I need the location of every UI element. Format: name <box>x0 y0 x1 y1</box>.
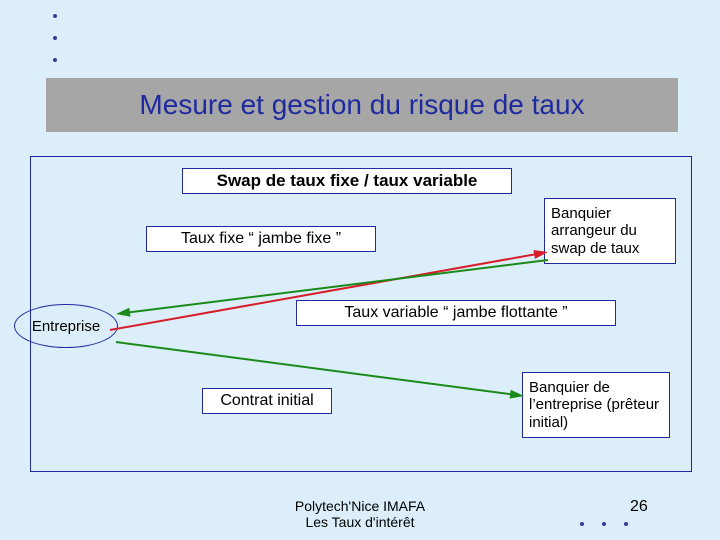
dot <box>580 522 584 526</box>
diagram-subtitle: Swap de taux fixe / taux variable <box>217 171 478 191</box>
diagram-subtitle-box: Swap de taux fixe / taux variable <box>182 168 512 194</box>
label-contrat-initial: Contrat initial <box>220 392 313 410</box>
label-taux-fixe: Taux fixe “ jambe fixe ” <box>181 230 341 248</box>
footer-line2: Les Taux d'intérêt <box>240 514 480 530</box>
page-number: 26 <box>630 498 648 516</box>
node-banquier-entreprise: Banquier de l’entreprise (prêteur initia… <box>522 372 670 438</box>
node-banquier-arrangeur-text: Banquier arrangeur du swap de taux <box>551 205 669 257</box>
node-entreprise-text: Entreprise <box>32 318 100 335</box>
dot <box>53 58 57 62</box>
node-entreprise: Entreprise <box>14 304 118 348</box>
title-strip: Mesure et gestion du risque de taux <box>46 78 678 132</box>
slide-title: Mesure et gestion du risque de taux <box>139 89 584 121</box>
slide-root: Mesure et gestion du risque de taux Swap… <box>0 0 720 540</box>
dot <box>624 522 628 526</box>
node-banquier-entreprise-text: Banquier de l’entreprise (prêteur initia… <box>529 379 663 431</box>
label-taux-variable: Taux variable “ jambe flottante ” <box>344 304 567 322</box>
dot <box>53 14 57 18</box>
footer-line1: Polytech'Nice IMAFA <box>240 498 480 514</box>
slide-footer: Polytech'Nice IMAFA Les Taux d'intérêt <box>240 498 480 530</box>
label-taux-fixe-box: Taux fixe “ jambe fixe ” <box>146 226 376 252</box>
label-taux-variable-box: Taux variable “ jambe flottante ” <box>296 300 616 326</box>
dot <box>602 522 606 526</box>
node-banquier-arrangeur: Banquier arrangeur du swap de taux <box>544 198 676 264</box>
label-contrat-initial-box: Contrat initial <box>202 388 332 414</box>
dot <box>53 36 57 40</box>
